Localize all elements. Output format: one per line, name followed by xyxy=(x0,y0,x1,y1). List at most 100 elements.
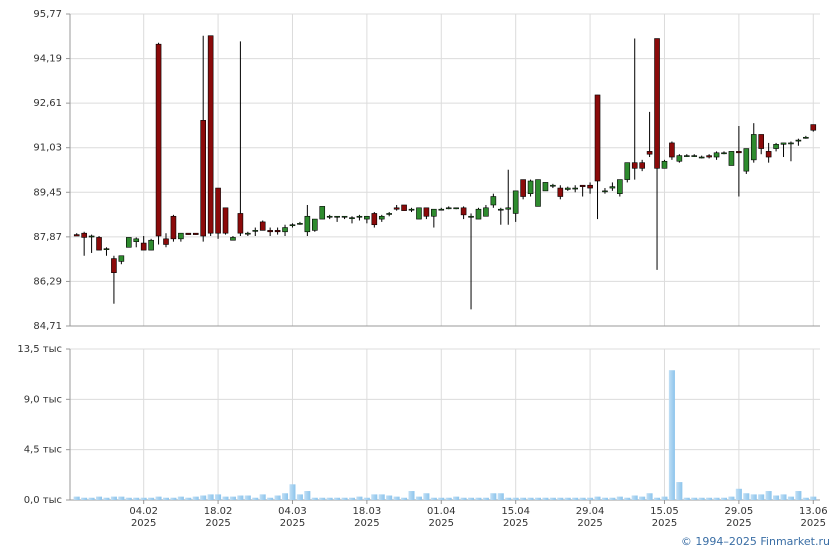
volume-bar-shine xyxy=(96,496,103,500)
candle-body xyxy=(431,208,437,217)
x-tick-label: 04.02 2025 xyxy=(129,506,158,529)
volume-bar-shine xyxy=(631,495,638,500)
volume-bar-shine xyxy=(319,497,326,500)
candle-body xyxy=(349,217,355,219)
candle-body xyxy=(334,215,340,218)
x-tick-label: 15.05 2025 xyxy=(650,506,679,529)
candle-body xyxy=(683,155,690,157)
candle-body xyxy=(557,187,564,197)
volume-bar-shine xyxy=(282,493,289,500)
x-tick-label: 13.06 2025 xyxy=(798,506,828,529)
candle-body xyxy=(111,258,117,273)
volume-bar-shine xyxy=(229,496,236,500)
candle-body xyxy=(386,213,393,215)
volume-bar-shine xyxy=(408,491,415,500)
volume-bar-shine xyxy=(334,497,341,500)
candle-body xyxy=(497,208,504,211)
candle-body xyxy=(341,215,348,218)
candle-body xyxy=(564,187,571,190)
candle-body xyxy=(758,134,765,149)
volume-bar-shine xyxy=(728,496,735,500)
candle-body xyxy=(356,215,363,218)
y-tick-label: 84,71 xyxy=(33,321,62,332)
candle-body xyxy=(163,238,169,245)
volume-bar-shine xyxy=(654,497,661,500)
candle-body xyxy=(140,242,147,251)
candle-body xyxy=(594,94,601,182)
volume-bar-shine xyxy=(438,497,445,500)
volume-bar-shine xyxy=(676,482,683,500)
volume-bar-shine xyxy=(73,496,80,500)
volume-bar-shine xyxy=(363,497,370,500)
volume-bar-shine xyxy=(497,493,504,500)
volume-bar-shine xyxy=(527,497,534,500)
volume-bar-shine xyxy=(698,497,705,500)
volume-bar-shine xyxy=(148,497,155,500)
candle-body xyxy=(505,207,512,210)
volume-bar-shine xyxy=(549,497,556,500)
candle-body xyxy=(408,208,415,211)
volume-bar-shine xyxy=(267,497,274,500)
candle-body xyxy=(416,207,422,220)
candle-body xyxy=(453,207,459,210)
volume-bar-shine xyxy=(564,497,571,500)
candle-body xyxy=(192,232,199,235)
volume-bar-shine xyxy=(616,496,623,500)
candle-body xyxy=(646,151,653,155)
candle-body xyxy=(803,136,809,139)
volume-bar-shine xyxy=(215,494,222,500)
candle-body xyxy=(676,155,683,162)
candle-body xyxy=(631,162,638,169)
volume-bar-shine xyxy=(296,494,303,500)
volume-bar-shine xyxy=(750,494,757,500)
volume-bar-shine xyxy=(735,488,742,500)
candle-body xyxy=(297,223,303,225)
volume-bar-shine xyxy=(758,494,765,500)
candle-body xyxy=(81,232,87,238)
volume-bar-shine xyxy=(110,496,117,500)
candle-body xyxy=(126,237,132,248)
volume-bar-shine xyxy=(691,497,698,500)
candle-body xyxy=(364,215,370,220)
volume-bar-shine xyxy=(445,497,452,500)
candle-body xyxy=(736,151,742,154)
volume-bar-shine xyxy=(326,497,333,500)
volume-bar-shine xyxy=(713,497,720,500)
y-tick-label: 95,77 xyxy=(33,9,62,20)
candle-body xyxy=(698,156,705,159)
candle-body xyxy=(304,215,311,233)
candle-body xyxy=(311,218,318,231)
candle-body xyxy=(133,238,140,242)
candle-body xyxy=(73,234,80,237)
volume-bar-shine xyxy=(393,496,400,500)
candle-body xyxy=(475,208,482,220)
candle-body xyxy=(282,227,288,233)
volume-bar-shine xyxy=(88,497,95,500)
candle-body xyxy=(401,204,407,211)
candle-body xyxy=(810,124,817,131)
volume-bar-shine xyxy=(579,497,586,500)
candle-body xyxy=(691,155,698,157)
candle-body xyxy=(371,213,378,226)
volume-bar-shine xyxy=(170,497,177,500)
volume-bar-shine xyxy=(349,497,355,500)
x-tick-label: 01.04 2025 xyxy=(426,506,456,529)
volume-bar-shine xyxy=(661,496,668,500)
candle-body xyxy=(319,206,326,220)
volume-bar-shine xyxy=(386,495,393,500)
volume-bar-shine xyxy=(244,495,251,500)
candle-body xyxy=(617,179,623,194)
candle-body xyxy=(661,160,668,169)
candle-body xyxy=(259,221,266,231)
candle-body xyxy=(460,207,467,216)
volume-bar-shine xyxy=(810,496,817,500)
candle-body xyxy=(550,184,556,187)
volume-bar-shine xyxy=(780,494,787,500)
candle-body xyxy=(743,148,750,172)
volume-bar-shine xyxy=(609,497,616,500)
y-tick-label: 9,0 тыс xyxy=(24,394,62,405)
candle-body xyxy=(378,215,385,220)
candle-body xyxy=(602,190,608,193)
volume-bar-shine xyxy=(252,497,259,500)
